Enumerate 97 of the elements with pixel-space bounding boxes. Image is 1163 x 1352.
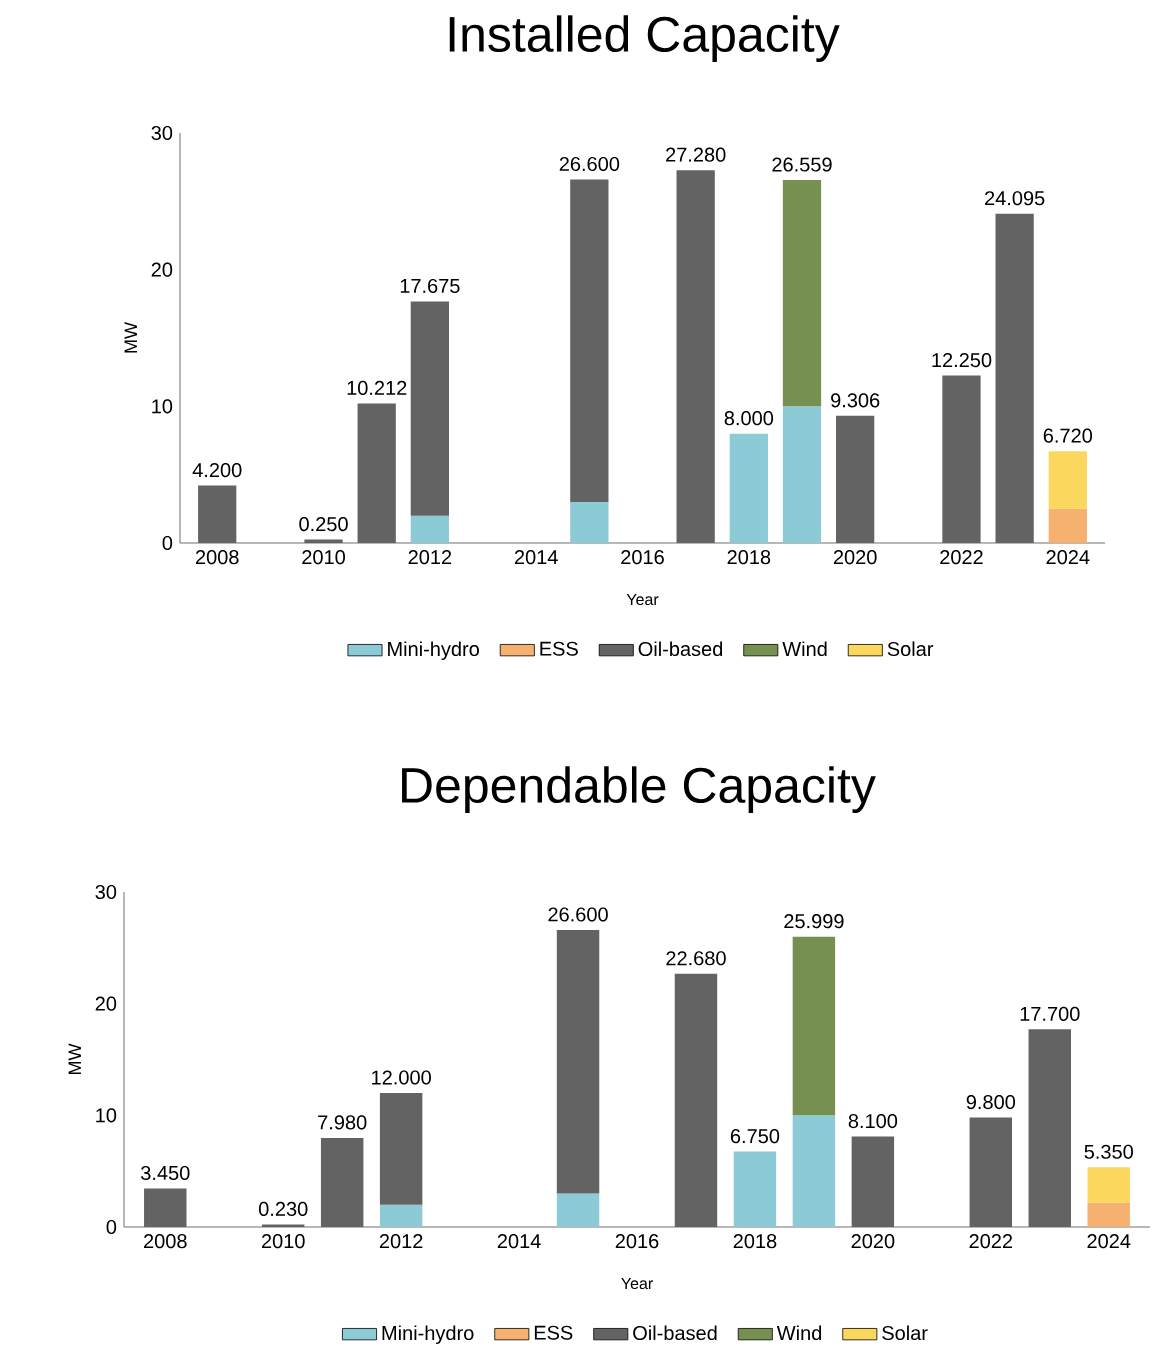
x-tick-label: 2014: [514, 550, 558, 565]
total-label: 6.720: [1043, 428, 1093, 443]
bar: [1087, 1202, 1130, 1227]
x-axis-title: Year: [626, 593, 659, 606]
total-label: 8.100: [848, 1113, 898, 1129]
bar: [782, 406, 822, 543]
total-label: 9.800: [966, 1095, 1016, 1110]
bar: [792, 936, 836, 1116]
x-tick-label: 2014: [497, 1234, 541, 1249]
total-label: 12.000: [372, 1070, 431, 1085]
bar: [144, 1188, 187, 1227]
total-label: 7.980: [318, 1115, 367, 1130]
total-label: 22.680: [666, 951, 726, 966]
y-tick-label: 20: [95, 996, 117, 1011]
x-tick-label: 2024: [1046, 550, 1090, 565]
total-label: 4.200: [192, 463, 242, 478]
x-tick-label: 2024: [1087, 1234, 1131, 1249]
legend-label: Mini-hydro: [382, 1325, 474, 1345]
x-tick-label: 2016: [615, 1234, 659, 1249]
x-tick-label: 2010: [302, 550, 345, 565]
bar: [674, 973, 718, 1227]
bar: [969, 1117, 1013, 1227]
total-label: 17.675: [400, 278, 460, 294]
total-label: 6.750: [730, 1129, 780, 1144]
bar: [782, 180, 822, 407]
bar: [320, 1137, 364, 1227]
x-tick-label: 2018: [727, 550, 771, 565]
total-label: 26.600: [548, 907, 608, 922]
chart-title: Installed Capacity: [449, 15, 840, 62]
total-label: 12.250: [932, 353, 992, 368]
bar: [198, 485, 237, 543]
x-tick-label: 2008: [195, 550, 239, 565]
y-tick-label: 0: [162, 535, 173, 551]
bar: [676, 170, 715, 543]
bar: [379, 1093, 423, 1205]
total-label: 26.600: [559, 156, 620, 172]
y-tick-label: 30: [95, 884, 117, 900]
y-axis-title: MW: [68, 1043, 81, 1075]
bar: [1087, 1167, 1130, 1203]
legend-label: Solar: [882, 1325, 928, 1341]
total-label: 9.306: [831, 393, 880, 408]
bar: [792, 1115, 836, 1227]
legend-label: Oil-based: [633, 1325, 717, 1341]
bar: [556, 1193, 600, 1227]
bar: [410, 515, 449, 543]
total-label: 0.250: [299, 517, 348, 532]
y-tick-label: 0: [106, 1219, 117, 1235]
total-label: 26.559: [772, 157, 832, 172]
y-tick-label: 30: [151, 125, 173, 141]
legend-label: Oil-based: [638, 641, 723, 657]
bar: [1028, 1029, 1071, 1227]
bar: [410, 301, 449, 516]
total-label: 10.212: [347, 380, 407, 396]
x-axis-title: Year: [621, 1277, 653, 1290]
total-label: 5.350: [1084, 1144, 1133, 1159]
x-tick-label: 2020: [833, 550, 877, 565]
x-tick-label: 2010: [261, 1234, 305, 1249]
bar: [729, 433, 768, 543]
total-label: 0.230: [258, 1201, 308, 1217]
chart-title: Dependable Capacity: [402, 766, 876, 813]
total-label: 25.999: [784, 914, 844, 929]
bar: [379, 1204, 423, 1227]
x-tick-label: 2016: [621, 550, 664, 565]
bar: [942, 375, 981, 543]
x-tick-label: 2022: [940, 550, 983, 565]
legend-label: ESS: [534, 1325, 573, 1340]
bar: [556, 929, 600, 1194]
total-label: 8.000: [724, 411, 774, 426]
bar: [357, 403, 396, 543]
bar: [733, 1151, 777, 1227]
bar: [836, 415, 875, 543]
bar: [995, 213, 1034, 543]
x-tick-label: 2008: [144, 1234, 187, 1249]
x-tick-label: 2012: [408, 550, 452, 565]
bar: [1048, 508, 1087, 543]
x-tick-label: 2018: [733, 1234, 777, 1249]
legend-label: Mini-hydro: [388, 641, 479, 661]
y-tick-label: 20: [151, 262, 173, 277]
x-tick-label: 2022: [969, 1234, 1013, 1249]
legend-label: Wind: [776, 1325, 822, 1341]
legend-label: Wind: [782, 641, 827, 657]
bar: [570, 501, 609, 543]
y-tick-label: 10: [96, 1108, 117, 1123]
total-label: 3.450: [141, 1165, 190, 1181]
total-label: 27.280: [666, 147, 726, 162]
total-label: 24.095: [985, 191, 1045, 206]
legend-label: Solar: [887, 641, 934, 657]
bar: [851, 1136, 895, 1227]
y-axis-title: MW: [124, 322, 137, 353]
legend-label: ESS: [540, 641, 578, 656]
bar: [1048, 451, 1087, 509]
bar: [570, 179, 609, 502]
y-tick-label: 10: [152, 399, 173, 414]
total-label: 17.700: [1020, 1006, 1080, 1021]
x-tick-label: 2020: [851, 1234, 895, 1249]
x-tick-label: 2012: [379, 1234, 423, 1249]
bar: [261, 1224, 305, 1227]
